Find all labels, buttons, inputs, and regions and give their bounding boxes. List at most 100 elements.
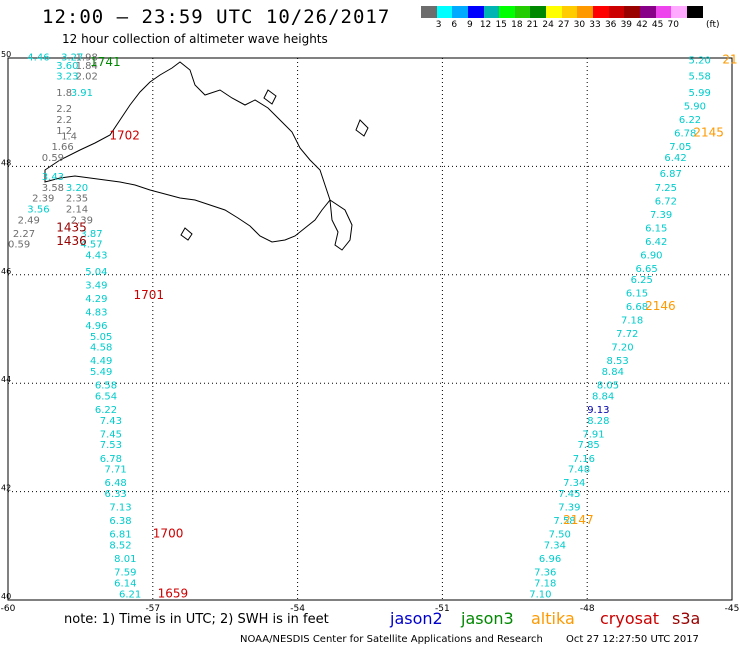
legend-swatch [686, 6, 703, 18]
wave-height-value: 9.13 [587, 405, 609, 416]
wave-height-value: 7.18 [534, 578, 556, 589]
wave-height-value: 2.49 [18, 215, 40, 226]
legend-swatch [624, 6, 640, 18]
wave-height-value: 7.91 [582, 429, 604, 440]
legend-label: 30 [573, 20, 586, 30]
wave-height-value: 7.45 [100, 429, 122, 440]
wave-height-value: 1.98 [76, 53, 98, 64]
legend-swatch [483, 6, 500, 18]
satellite-altika: altika [531, 609, 575, 628]
legend-label: 39 [620, 20, 633, 30]
wave-height-value: 5.99 [689, 88, 711, 99]
wave-height-value: 4.46 [27, 53, 49, 64]
x-tick-label: -48 [580, 604, 595, 614]
newfoundland-coast [44, 61, 331, 243]
wave-height-value: 8.84 [602, 367, 624, 378]
wave-height-value: 2.39 [32, 194, 54, 205]
legend-label: 36 [604, 20, 617, 30]
wave-height-value: 6.22 [679, 115, 701, 126]
pass-time-label: 1700 [153, 527, 184, 541]
wave-height-value: 7.45 [558, 489, 580, 500]
wave-height-value: 6.21 [119, 589, 141, 600]
legend-label: 45 [651, 20, 664, 30]
legend-swatch [499, 6, 515, 18]
legend-label: 21 [526, 20, 539, 30]
wave-height-value: 4.83 [85, 307, 107, 318]
wave-height-value: 6.78 [100, 454, 122, 465]
wave-height-value: 7.85 [578, 440, 600, 451]
wave-height-value: 6.65 [635, 264, 657, 275]
legend-label: 12 [479, 20, 492, 30]
wave-height-value: 5.49 [90, 367, 112, 378]
wave-height-value: 7.36 [534, 568, 556, 579]
wave-height-value: 7.39 [650, 210, 672, 221]
page-title: 12:00 – 23:59 UTC 10/26/2017 [42, 6, 391, 28]
x-tick-label: -45 [725, 604, 740, 614]
legend-label: 27 [558, 20, 570, 30]
wave-height-value: 7.59 [114, 568, 136, 579]
wave-height-value: 8.05 [597, 381, 619, 392]
pass-time-label: 1701 [133, 288, 164, 302]
wave-height-value: 7.18 [621, 316, 643, 327]
wave-height-value: 6.81 [109, 530, 131, 541]
wave-height-value: 3.91 [71, 88, 93, 99]
wave-height-value: 3.60 [56, 61, 78, 72]
y-tick-label: 42 [1, 484, 11, 493]
pass-time-label: 21 [722, 52, 737, 66]
wave-height-value: 8.28 [587, 416, 609, 427]
legend-swatch [421, 6, 437, 18]
x-tick-label: -57 [145, 604, 160, 614]
wave-height-value: 1.8 [56, 88, 72, 99]
wave-height-value: 4.57 [80, 240, 102, 251]
page-subtitle: 12 hour collection of altimeter wave hei… [62, 32, 328, 46]
legend-label: 6 [451, 20, 458, 30]
pass-time-label: 1702 [109, 128, 140, 142]
legend-swatch [546, 6, 562, 18]
footer-note: note: 1) Time is in UTC; 2) SWH is in fe… [64, 612, 329, 627]
y-tick-label: 44 [1, 375, 11, 384]
wave-height-value: 6.68 [626, 302, 648, 313]
pass-time-label: 2145 [693, 126, 724, 140]
wave-height-value: 3.27 [61, 53, 83, 64]
wave-height-value: 7.48 [568, 465, 590, 476]
wave-height-value: 3.43 [42, 172, 64, 183]
wave-height-value: 7.58 [553, 516, 575, 527]
legend-label: 9 [467, 20, 473, 30]
wave-height-value: 4.29 [85, 294, 107, 305]
island-3 [180, 227, 193, 241]
wave-height-value: 8.53 [607, 356, 629, 367]
credit-line: NOAA/NESDIS Center for Satellite Applica… [240, 634, 543, 645]
legend-label: 70 [667, 20, 679, 30]
x-tick-label: -60 [1, 604, 16, 614]
wave-height-value: 5.58 [689, 72, 711, 83]
legend-swatch [593, 6, 609, 18]
y-tick-label: 48 [1, 158, 11, 167]
satellite-cryosat: cryosat [600, 609, 660, 628]
wave-height-value: 7.34 [563, 478, 585, 489]
wave-height-value: 7.71 [105, 465, 127, 476]
wave-height-value: 6.90 [640, 251, 662, 262]
island-2 [263, 89, 277, 105]
wave-height-value: 3.49 [85, 280, 107, 291]
map-grid [7, 57, 733, 601]
satellite-jason3: jason3 [461, 609, 514, 628]
y-tick-label: 46 [1, 267, 11, 276]
wave-height-value: 6.22 [95, 405, 117, 416]
pass-time-label: 1436 [56, 234, 87, 248]
wave-height-value: 5.04 [85, 267, 107, 278]
wave-height-value: 4.43 [85, 251, 107, 262]
legend-label: 33 [589, 20, 601, 30]
pass-time-label: 1435 [56, 220, 87, 234]
wave-height-value: 6.72 [655, 196, 677, 207]
wave-height-value: 1.2 [56, 126, 72, 137]
legend-swatch [452, 6, 468, 18]
legend-label: 3 [435, 20, 442, 30]
avalon-coast [329, 198, 353, 251]
wave-height-value: 7.72 [616, 329, 638, 340]
wave-height-value: 2.39 [71, 215, 93, 226]
wave-height-value: 1.4 [61, 131, 77, 142]
wave-height-values: 4.46 1.983.271.843.602.023.231.83.912.22.… [8, 53, 711, 601]
x-tick-label: -51 [435, 604, 450, 614]
x-tick-label: -54 [290, 604, 305, 614]
